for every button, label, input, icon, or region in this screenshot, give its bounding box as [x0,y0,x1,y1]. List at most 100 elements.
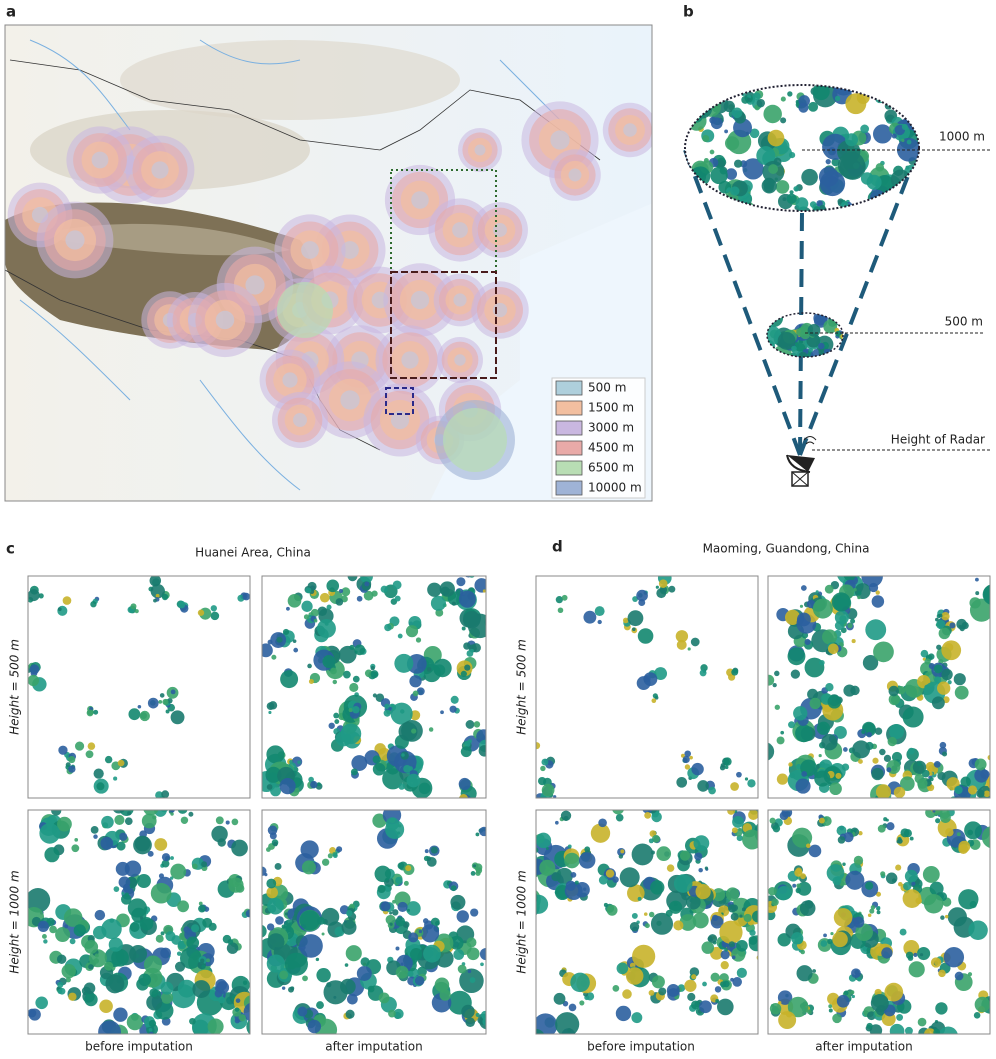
echo [799,604,804,608]
panel-title: Maoming, Guandong, China [703,542,870,556]
echo [330,667,337,675]
echo [730,977,734,982]
echo [685,210,694,211]
echo [389,922,393,926]
echo [137,704,142,709]
echo [658,987,667,996]
echo [736,834,743,842]
echo [147,697,159,709]
echo [83,982,96,995]
echo [720,961,729,970]
echo [881,947,893,959]
echo [202,917,213,928]
radar-coverage [568,168,582,182]
echo [690,99,701,109]
radar-coverage [454,354,466,366]
echo [835,772,842,779]
echo [901,123,908,130]
echo [319,592,330,603]
echo [612,984,620,992]
echo [631,912,638,919]
echo [780,730,785,735]
echo [287,594,302,608]
echo [130,603,137,610]
echo [880,871,886,877]
echo [322,655,336,669]
echo [798,351,808,357]
radar-image [536,576,756,798]
echo [660,586,668,594]
echo [808,101,819,112]
radar-coverage [411,191,429,209]
echo [57,981,64,988]
panel-label: a [6,3,16,21]
echo [158,700,163,704]
legend-swatch [555,400,583,416]
echo [177,979,196,998]
echo [371,590,378,597]
echo [620,849,625,854]
echo [928,653,935,660]
echo [753,743,763,753]
echo [286,606,290,611]
column-label: before imputation [587,1040,695,1054]
echo [886,822,895,831]
echo [409,675,422,688]
echo [958,889,979,910]
echo [761,930,772,941]
echo [153,598,157,603]
echo [732,977,742,987]
echo [832,931,848,948]
echo [958,840,971,853]
echo [105,974,125,994]
echo [922,866,940,883]
echo [690,200,696,206]
echo [969,597,981,609]
height-label: 500 m [945,315,983,329]
echo [779,811,789,821]
echo [798,102,809,113]
echo [842,862,846,866]
echo [650,880,665,895]
echo [818,753,822,758]
echo [317,916,325,925]
echo [334,719,340,724]
echo [555,1012,580,1034]
echo [866,731,872,738]
echo [866,1022,873,1030]
echo [155,593,160,598]
echo [391,909,399,916]
radar-coverage [301,241,319,259]
echo [710,117,723,130]
echo [887,736,897,747]
row-label: Height = 1000 m [515,870,529,973]
echo [685,210,688,211]
radar-coverage [91,151,109,169]
echo [708,786,716,795]
echo [974,768,989,783]
echo [690,166,711,187]
echo [933,1028,941,1034]
echo [215,816,224,825]
echo [372,693,377,698]
echo [795,206,812,211]
echo [597,619,602,625]
echo [473,721,481,728]
echo [687,209,698,211]
echo [687,647,691,651]
radar-coverage [215,310,235,330]
echo [395,876,403,885]
echo [189,1017,196,1025]
echo [860,124,870,134]
echo [111,948,129,967]
echo [704,866,709,870]
echo [266,847,271,852]
echo [453,949,465,960]
echo [146,994,163,1011]
echo [354,644,366,656]
echo [192,980,211,998]
echo [684,750,691,758]
echo [299,934,323,958]
echo [782,197,787,202]
echo [407,908,411,912]
